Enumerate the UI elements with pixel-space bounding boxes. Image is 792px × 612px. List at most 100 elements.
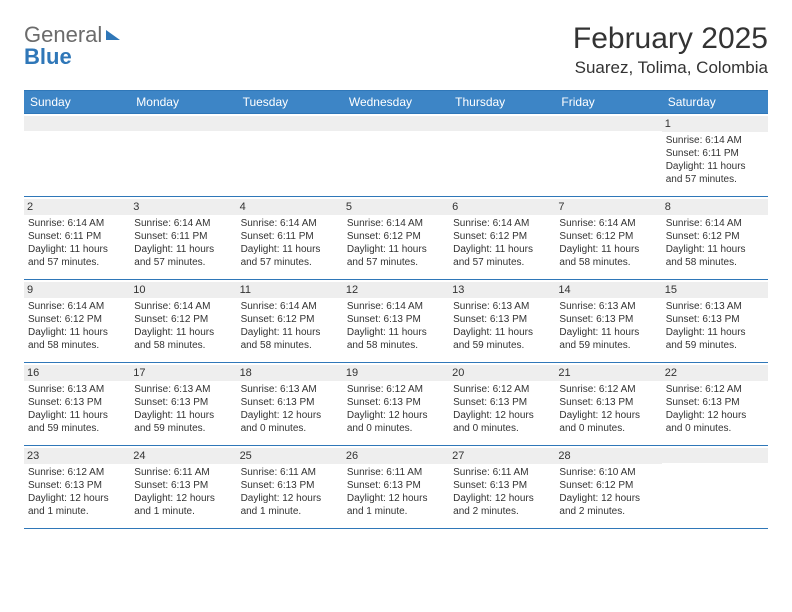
sunrise-text: Sunrise: 6:14 AM [241,300,339,313]
day-cell: 5 Sunrise: 6:14 AMSunset: 6:12 PMDaylight… [343,197,449,279]
daylight1-text: Daylight: 11 hours [134,243,232,256]
day-number: 19 [343,365,449,381]
sunset-text: Sunset: 6:11 PM [666,147,764,160]
daylight1-text: Daylight: 11 hours [134,326,232,339]
daylight1-text: Daylight: 12 hours [666,409,764,422]
day-number: 9 [24,282,130,298]
day-details: Sunrise: 6:12 AMSunset: 6:13 PMDaylight:… [347,383,445,435]
sunset-text: Sunset: 6:13 PM [666,396,764,409]
day-details: Sunrise: 6:14 AMSunset: 6:11 PMDaylight:… [134,217,232,269]
day-cell: 16Sunrise: 6:13 AMSunset: 6:13 PMDayligh… [24,363,130,445]
day-cell [130,114,236,196]
daylight1-text: Daylight: 11 hours [347,243,445,256]
day-header-tuesday: Tuesday [237,91,343,113]
daylight2-text: and 58 minutes. [347,339,445,352]
daylight1-text: Daylight: 11 hours [134,409,232,422]
sunrise-text: Sunrise: 6:14 AM [28,217,126,230]
daylight1-text: Daylight: 11 hours [559,326,657,339]
day-number: 23 [24,448,130,464]
daylight2-text: and 0 minutes. [453,422,551,435]
sunrise-text: Sunrise: 6:14 AM [347,217,445,230]
sunset-text: Sunset: 6:13 PM [347,313,445,326]
day-number [343,116,449,131]
day-cell: 25Sunrise: 6:11 AMSunset: 6:13 PMDayligh… [237,446,343,528]
daylight1-text: Daylight: 11 hours [347,326,445,339]
daylight2-text: and 0 minutes. [347,422,445,435]
daylight1-text: Daylight: 11 hours [28,326,126,339]
sunset-text: Sunset: 6:13 PM [666,313,764,326]
day-number: 12 [343,282,449,298]
day-number: 3 [130,199,236,215]
day-number: 27 [449,448,555,464]
daylight2-text: and 58 minutes. [666,256,764,269]
daylight1-text: Daylight: 11 hours [666,326,764,339]
day-number: 16 [24,365,130,381]
sunset-text: Sunset: 6:12 PM [347,230,445,243]
day-number: 26 [343,448,449,464]
sunset-text: Sunset: 6:13 PM [559,313,657,326]
daylight1-text: Daylight: 12 hours [559,409,657,422]
sunset-text: Sunset: 6:12 PM [559,230,657,243]
sunset-text: Sunset: 6:13 PM [28,396,126,409]
sunrise-text: Sunrise: 6:11 AM [347,466,445,479]
day-details: Sunrise: 6:14 AMSunset: 6:12 PMDaylight:… [134,300,232,352]
day-number: 7 [555,199,661,215]
day-cell [662,446,768,528]
day-cell: 4Sunrise: 6:14 AMSunset: 6:11 PMDaylight… [237,197,343,279]
day-details: Sunrise: 6:14 AMSunset: 6:12 PMDaylight:… [453,217,551,269]
daylight2-text: and 0 minutes. [666,422,764,435]
daylight2-text: and 58 minutes. [241,339,339,352]
day-cell: 1Sunrise: 6:14 AMSunset: 6:11 PMDaylight… [662,114,768,196]
sunrise-text: Sunrise: 6:10 AM [559,466,657,479]
sunset-text: Sunset: 6:13 PM [134,479,232,492]
daylight2-text: and 58 minutes. [559,256,657,269]
sunset-text: Sunset: 6:13 PM [559,396,657,409]
title-block: February 2025 Suarez, Tolima, Colombia [573,22,768,78]
sunrise-text: Sunrise: 6:13 AM [559,300,657,313]
daylight2-text: and 2 minutes. [559,505,657,518]
sunset-text: Sunset: 6:13 PM [347,479,445,492]
daylight1-text: Daylight: 12 hours [559,492,657,505]
day-cell: 22Sunrise: 6:12 AMSunset: 6:13 PMDayligh… [662,363,768,445]
sunrise-text: Sunrise: 6:14 AM [347,300,445,313]
daylight1-text: Daylight: 11 hours [241,326,339,339]
day-number: 21 [555,365,661,381]
day-cell [24,114,130,196]
sunset-text: Sunset: 6:13 PM [28,479,126,492]
week-row: 1Sunrise: 6:14 AMSunset: 6:11 PMDaylight… [24,113,768,196]
sunrise-text: Sunrise: 6:12 AM [347,383,445,396]
day-number: 17 [130,365,236,381]
day-cell: 9Sunrise: 6:14 AMSunset: 6:12 PMDaylight… [24,280,130,362]
sunrise-text: Sunrise: 6:14 AM [559,217,657,230]
sunset-text: Sunset: 6:12 PM [666,230,764,243]
day-cell: 14Sunrise: 6:13 AMSunset: 6:13 PMDayligh… [555,280,661,362]
sunrise-text: Sunrise: 6:14 AM [241,217,339,230]
daylight1-text: Daylight: 12 hours [241,492,339,505]
day-header-monday: Monday [130,91,236,113]
day-number: 18 [237,365,343,381]
day-number: 13 [449,282,555,298]
day-number [449,116,555,131]
day-number [237,116,343,131]
month-title: February 2025 [573,22,768,56]
day-number: 5 [343,199,449,215]
sunrise-text: Sunrise: 6:12 AM [666,383,764,396]
daylight2-text: and 59 minutes. [134,422,232,435]
day-details: Sunrise: 6:14 AMSunset: 6:12 PMDaylight:… [347,217,445,269]
day-details: Sunrise: 6:13 AMSunset: 6:13 PMDaylight:… [241,383,339,435]
daylight2-text: and 0 minutes. [241,422,339,435]
daylight1-text: Daylight: 11 hours [453,243,551,256]
sunrise-text: Sunrise: 6:14 AM [666,217,764,230]
daylight2-text: and 2 minutes. [453,505,551,518]
day-details: Sunrise: 6:14 AMSunset: 6:11 PMDaylight:… [241,217,339,269]
daylight2-text: and 1 minute. [134,505,232,518]
day-details: Sunrise: 6:11 AMSunset: 6:13 PMDaylight:… [453,466,551,518]
daylight2-text: and 58 minutes. [134,339,232,352]
day-details: Sunrise: 6:11 AMSunset: 6:13 PMDaylight:… [241,466,339,518]
day-details: Sunrise: 6:14 AMSunset: 6:13 PMDaylight:… [347,300,445,352]
sunrise-text: Sunrise: 6:11 AM [241,466,339,479]
daylight1-text: Daylight: 12 hours [134,492,232,505]
calendar: Sunday Monday Tuesday Wednesday Thursday… [24,90,768,529]
sunset-text: Sunset: 6:11 PM [28,230,126,243]
day-cell: 12 Sunrise: 6:14 AMSunset: 6:13 PMDayligh… [343,280,449,362]
